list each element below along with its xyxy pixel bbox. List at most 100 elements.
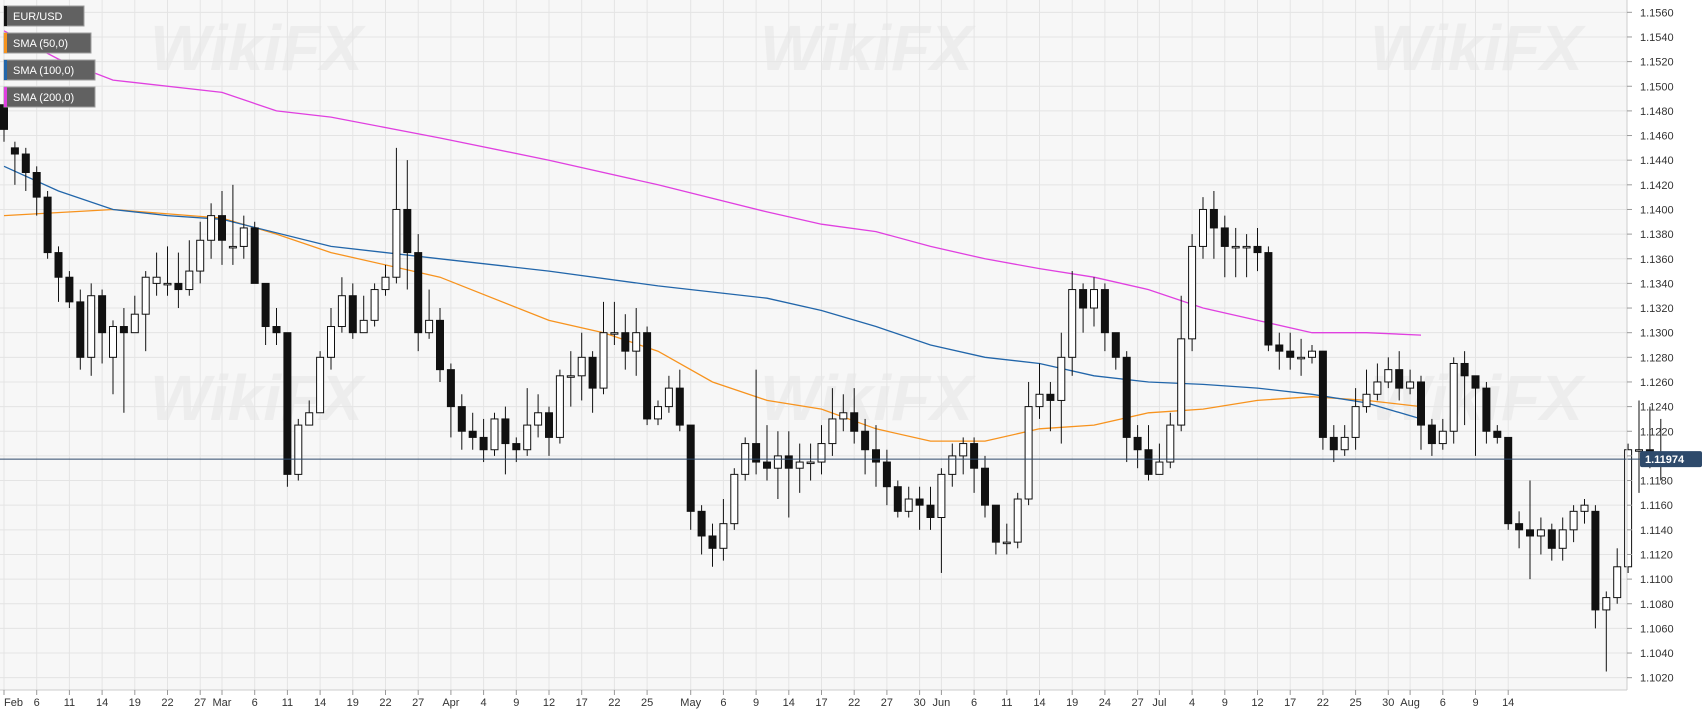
candle-body-up	[654, 406, 662, 420]
candle-body-down	[250, 227, 259, 284]
candle	[664, 375, 673, 413]
legend-item-sma-50[interactable]: SMA (50,0)	[3, 32, 92, 54]
x-tick-label: 6	[720, 697, 726, 709]
candle-body-down	[621, 332, 630, 352]
candle-body-down	[1079, 289, 1088, 309]
candle-body-down	[1122, 356, 1131, 438]
sma-line	[3, 165, 1422, 420]
candle	[1362, 369, 1371, 413]
x-tick-label: 30	[913, 697, 925, 709]
legend[interactable]: EUR/USD SMA (50,0) SMA (100,0) SMA (200,…	[3, 5, 96, 108]
candle-body-up	[425, 319, 434, 334]
x-tick-label: 9	[753, 697, 759, 709]
legend-item-sma-200[interactable]: SMA (200,0)	[3, 86, 96, 108]
candle-body-down	[457, 406, 466, 432]
candle-body-up	[1057, 356, 1066, 401]
candle	[828, 388, 837, 456]
candle-body-down	[1482, 387, 1491, 432]
candle-body-down	[915, 498, 924, 506]
candle	[218, 190, 226, 265]
candle-body-up	[1166, 424, 1175, 463]
candle	[1188, 234, 1197, 352]
candle	[752, 369, 761, 475]
candle-body-up	[370, 289, 379, 321]
x-tick-label: 30	[1382, 697, 1394, 709]
candle-body-up	[392, 208, 401, 278]
candle	[174, 252, 183, 309]
candle	[904, 486, 913, 518]
candle-body-down	[479, 436, 488, 451]
x-tick-label: 27	[881, 697, 893, 709]
watermark-text: WikiFX	[1370, 12, 1586, 84]
candle	[1558, 517, 1567, 561]
candle-body-up	[490, 418, 499, 451]
legend-label: SMA (200,0)	[13, 92, 74, 104]
candle	[872, 425, 880, 487]
candle	[1013, 492, 1022, 549]
candle-body-down	[54, 252, 63, 278]
candle-body-up	[806, 461, 815, 465]
watermark-text: WikiFX	[150, 12, 366, 84]
price-axis[interactable]: 1.1020 1.1040 1.1060 1.1080 1.1100 1.1120 1.11…	[1627, 7, 1674, 685]
legend-swatch	[4, 33, 7, 53]
x-tick-label: 27	[194, 697, 206, 709]
candle	[54, 246, 63, 302]
candle	[1002, 523, 1011, 555]
candle-body-up	[337, 295, 346, 328]
candle-body-up	[839, 412, 848, 420]
x-tick-label: 11	[282, 697, 293, 709]
candle-body-down	[98, 295, 107, 334]
x-tick-label: 9	[1472, 697, 1478, 709]
candle-body-down	[0, 104, 8, 130]
candle	[1384, 357, 1393, 389]
x-tick-label: 27	[412, 697, 424, 709]
candle	[697, 505, 706, 555]
candle-body-down	[1329, 436, 1338, 451]
candle-body-up	[305, 412, 314, 426]
candle-body-down	[21, 153, 30, 173]
candle	[501, 406, 510, 475]
y-tick-label: 1.1040	[1640, 648, 1674, 660]
candle-body-up	[1231, 245, 1240, 249]
candle-body-up	[141, 276, 150, 315]
candle	[566, 351, 575, 407]
candle	[981, 455, 989, 518]
candle	[152, 252, 161, 296]
candle-body-down	[1220, 227, 1229, 247]
candle-body-up	[828, 418, 837, 445]
y-tick-label: 1.1480	[1640, 106, 1674, 118]
x-tick-label: 17	[1284, 697, 1296, 709]
candle-body-up	[719, 523, 728, 549]
candle	[1024, 381, 1033, 506]
candle-body-down	[1264, 252, 1273, 346]
time-axis[interactable]: Feb 6 11 14 19 22 27 Mar 6 11 14 19 22 27 Apr 4 9 12 17 22 2…	[3, 690, 1514, 709]
candle	[926, 486, 935, 530]
x-tick-label: 14	[96, 697, 108, 709]
candle	[425, 289, 434, 339]
x-tick-label: 4	[481, 697, 487, 709]
candle-body-up	[610, 332, 619, 335]
candle	[588, 351, 597, 413]
candle-body-down	[10, 147, 19, 155]
candle-body-down	[1144, 449, 1153, 475]
candle	[1395, 351, 1404, 401]
legend-label: SMA (50,0)	[13, 38, 68, 50]
legend-item-eurusd[interactable]: EUR/USD	[3, 5, 85, 27]
x-tick-label: 12	[1251, 697, 1263, 709]
candle	[970, 437, 979, 493]
candle	[1286, 332, 1295, 370]
candle-body-up	[1013, 498, 1022, 543]
candle-body-up	[1362, 393, 1371, 408]
x-tick-label: 14	[783, 697, 795, 709]
candle	[1635, 400, 1643, 493]
candle-body-down	[861, 430, 870, 451]
candle	[1253, 227, 1262, 272]
candle	[468, 412, 477, 450]
candle-body-down	[1471, 375, 1480, 389]
candle	[795, 443, 804, 493]
x-tick-label: Feb	[4, 697, 23, 709]
candle-body-down	[348, 295, 357, 334]
candle-body-down	[174, 282, 183, 291]
legend-item-sma-100[interactable]: SMA (100,0)	[3, 59, 96, 81]
